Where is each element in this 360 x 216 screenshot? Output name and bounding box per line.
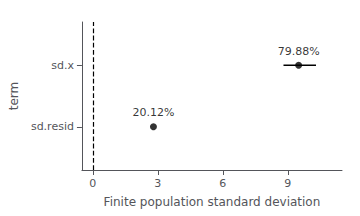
svg-text:sd.resid: sd.resid [31,120,74,133]
svg-text:20.12%: 20.12% [132,106,174,119]
svg-text:6: 6 [219,177,226,190]
svg-text:term: term [7,82,21,111]
svg-text:0: 0 [89,177,96,190]
svg-text:Finite population standard dev: Finite population standard deviation [104,195,321,209]
svg-text:79.88%: 79.88% [278,45,320,58]
svg-text:sd.x: sd.x [51,59,74,72]
svg-text:9: 9 [284,177,291,190]
svg-text:3: 3 [154,177,161,190]
